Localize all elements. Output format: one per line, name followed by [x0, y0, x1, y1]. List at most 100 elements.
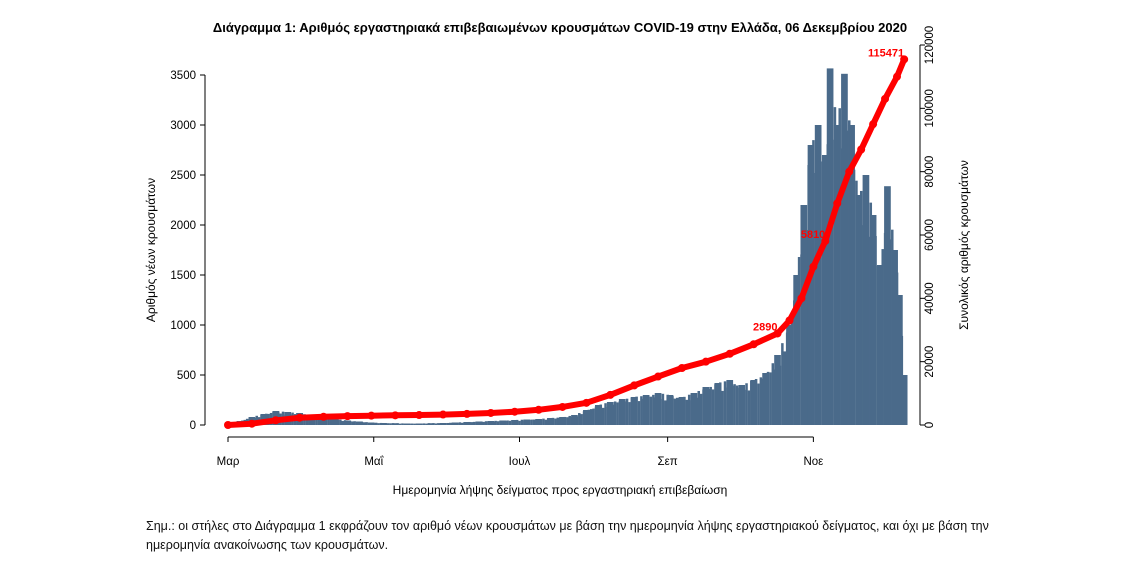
chart-title: Διάγραμμα 1: Αριθμός εργαστηριακά επιβεβ…	[213, 20, 907, 35]
daily-bar	[884, 186, 891, 425]
daily-bar	[578, 413, 581, 425]
daily-bar	[377, 423, 380, 425]
daily-bar	[571, 415, 578, 425]
daily-bar	[762, 373, 769, 425]
daily-bar	[544, 419, 548, 425]
daily-bar	[475, 421, 483, 425]
x-tick-label: Σεπ	[658, 456, 678, 468]
daily-bar	[332, 419, 339, 425]
daily-bar	[487, 421, 495, 425]
daily-bar	[398, 423, 402, 425]
y-axis-left-label: Αριθμός νέων κρουσμάτων	[144, 178, 158, 322]
daily-bar	[511, 420, 519, 425]
daily-bar	[492, 421, 495, 425]
daily-bar	[625, 398, 629, 425]
daily-bar	[652, 394, 655, 425]
y-left-tick-label: 2000	[170, 220, 196, 232]
daily-bar	[690, 393, 698, 425]
daily-bar	[852, 169, 856, 425]
daily-bar	[630, 397, 638, 425]
daily-bar	[401, 423, 404, 425]
daily-bar	[324, 418, 328, 425]
cumulative-point	[534, 405, 543, 414]
daily-bar	[862, 175, 870, 425]
daily-bar	[374, 422, 378, 425]
cumulative-point	[486, 408, 495, 417]
daily-bar	[797, 257, 801, 425]
daily-bar	[518, 420, 521, 425]
daily-bar	[336, 420, 340, 425]
daily-bar	[635, 396, 638, 425]
daily-bar	[709, 386, 712, 425]
daily-bar	[312, 415, 316, 425]
cumulative-point	[900, 55, 909, 64]
daily-bar	[800, 205, 808, 425]
y-right-tick-label: 100000	[924, 89, 936, 127]
daily-bar	[687, 394, 691, 425]
daily-bar	[733, 384, 736, 425]
daily-bar	[594, 405, 602, 425]
cumulative-point	[391, 411, 400, 420]
cumulative-point	[881, 94, 890, 103]
y-axis-right-label: Συνολικός αριθμός κρουσμάτων	[957, 160, 971, 330]
daily-bar	[647, 396, 650, 425]
cumulative-annotation: 2890	[753, 321, 777, 333]
cumulative-line-layer: 2890 5810 115471	[224, 47, 909, 429]
daily-bar	[699, 393, 703, 425]
daily-bar	[754, 378, 758, 425]
daily-bar	[480, 421, 483, 425]
daily-bar	[659, 399, 662, 425]
daily-bar	[503, 420, 507, 425]
daily-bar	[814, 125, 822, 425]
y-right-tick-label: 0	[924, 422, 936, 428]
daily-bar	[833, 125, 841, 425]
cumulative-point	[833, 199, 842, 208]
daily-bar	[697, 390, 701, 425]
daily-bar	[637, 401, 641, 425]
daily-bar	[826, 68, 834, 426]
daily-bar	[460, 422, 464, 425]
daily-bar	[745, 383, 748, 425]
cumulative-point	[857, 145, 866, 154]
daily-bar	[356, 421, 363, 425]
daily-bar	[793, 275, 800, 425]
daily-bar	[587, 409, 591, 425]
cumulative-point	[773, 329, 782, 338]
daily-bar	[554, 418, 557, 425]
daily-bar	[449, 422, 452, 425]
daily-bar	[900, 375, 908, 425]
cumulative-point	[701, 357, 710, 366]
daily-bar	[413, 423, 416, 425]
daily-bar	[368, 422, 375, 425]
daily-bar	[683, 396, 686, 425]
daily-bar	[640, 396, 643, 425]
daily-bar	[649, 396, 653, 425]
daily-bar	[384, 423, 388, 425]
daily-bar	[315, 417, 318, 425]
daily-bar	[613, 401, 617, 425]
y-left-tick-label: 1000	[170, 320, 196, 332]
daily-bar	[783, 351, 787, 425]
daily-bar	[446, 422, 450, 425]
cumulative-point	[558, 402, 567, 411]
daily-bar	[496, 421, 500, 425]
daily-bar	[444, 423, 447, 425]
daily-bar	[425, 423, 428, 425]
daily-bar	[867, 236, 870, 425]
daily-bar	[539, 419, 543, 425]
cumulative-point	[845, 167, 854, 176]
daily-bar	[685, 399, 689, 425]
daily-bar	[805, 229, 808, 425]
daily-bar	[396, 423, 399, 425]
daily-bar	[362, 422, 366, 425]
y-right-tick-label: 60000	[924, 219, 936, 251]
daily-bar	[580, 414, 583, 425]
cumulative-point	[343, 412, 352, 421]
daily-bar	[859, 190, 863, 425]
daily-bar	[556, 417, 560, 425]
y-right-tick-label: 120000	[924, 26, 936, 64]
y-right-tick-label: 80000	[924, 156, 936, 188]
daily-bar	[583, 410, 590, 425]
daily-bar	[422, 423, 426, 425]
cumulative-point	[785, 316, 794, 325]
